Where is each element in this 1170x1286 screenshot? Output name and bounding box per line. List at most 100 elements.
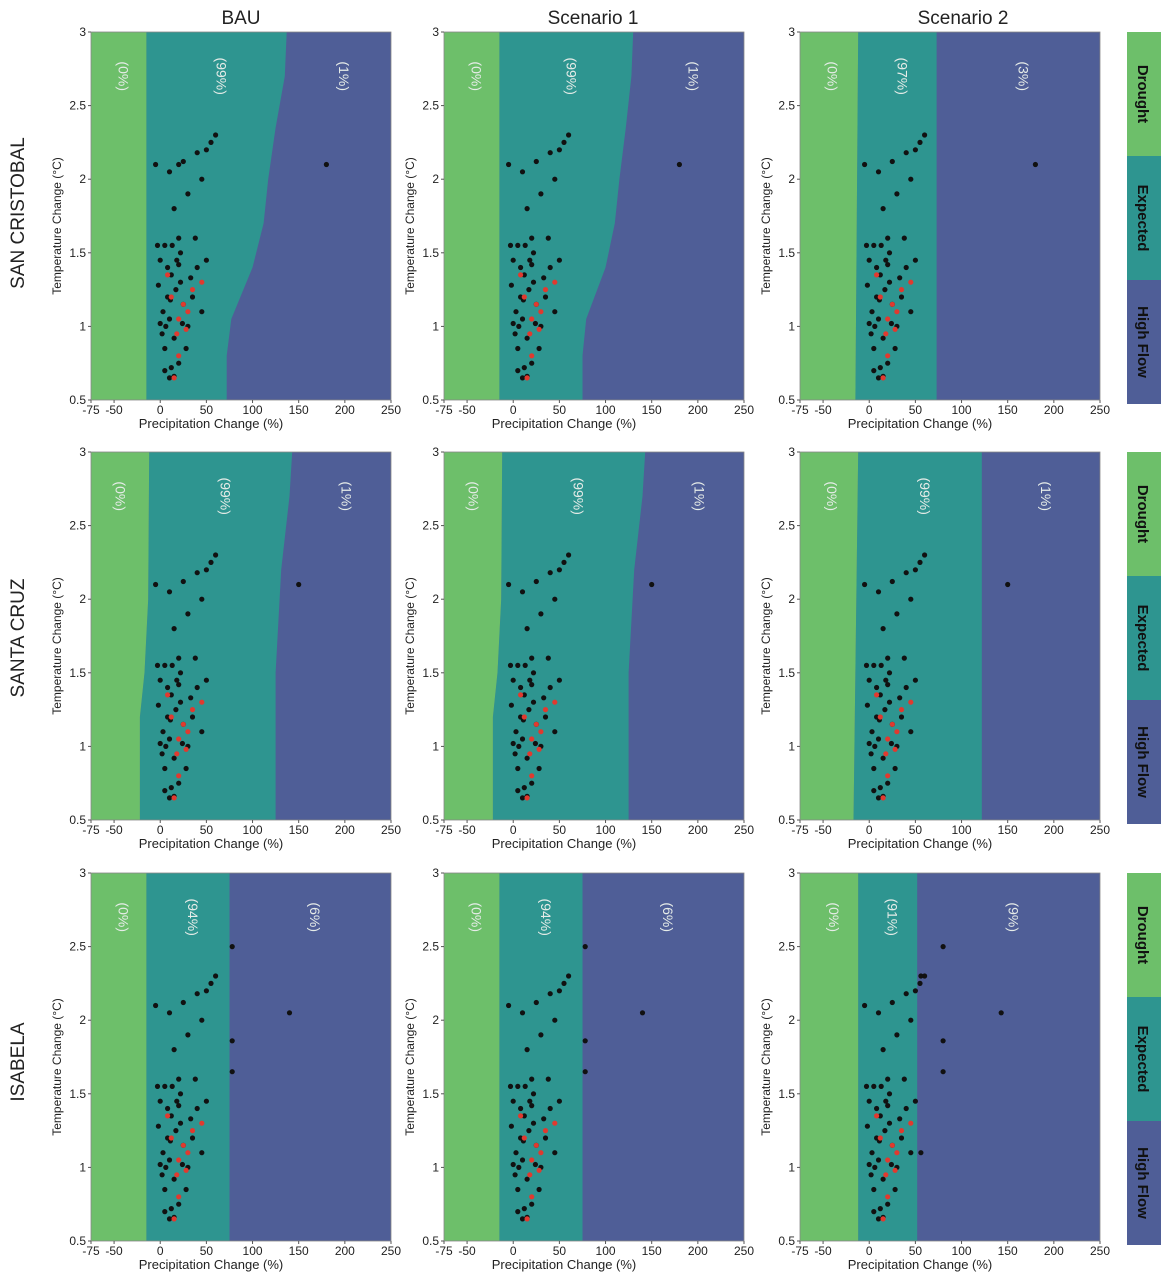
scenario-point bbox=[529, 1103, 535, 1109]
scenario-point bbox=[515, 242, 521, 248]
region-drought bbox=[91, 873, 147, 1241]
scenario-point bbox=[878, 1083, 884, 1089]
region-drought bbox=[444, 32, 500, 400]
scenario-point bbox=[166, 795, 173, 801]
scenario-point bbox=[177, 699, 184, 705]
scenario-point bbox=[903, 684, 909, 691]
scenario-point bbox=[515, 1209, 521, 1215]
y-tick-label: 2.5 bbox=[778, 519, 795, 533]
y-tick-label: 1.5 bbox=[422, 1087, 439, 1101]
y-tick-label: 0.5 bbox=[69, 1234, 86, 1248]
scenario-point bbox=[176, 1076, 182, 1082]
scenario-point bbox=[892, 765, 898, 772]
scenario-point bbox=[922, 552, 928, 558]
scenario-point-highlight bbox=[180, 1142, 186, 1148]
scenario-point bbox=[912, 988, 919, 994]
scenario-point bbox=[552, 729, 558, 735]
panel-frame bbox=[443, 31, 745, 401]
scenario-point-highlight bbox=[185, 729, 191, 735]
x-tick-label: 0 bbox=[510, 1244, 517, 1258]
scenario-point bbox=[901, 235, 907, 241]
y-tick-label: 1.5 bbox=[778, 246, 795, 260]
scenario-point bbox=[183, 765, 189, 772]
region-drought bbox=[800, 32, 859, 400]
scenario-point bbox=[521, 1113, 527, 1119]
column-header-scenario-1: Scenario 1 bbox=[548, 8, 639, 29]
scenario-point bbox=[194, 1105, 200, 1112]
scenario-point bbox=[547, 264, 553, 271]
scenario-point-highlight bbox=[524, 795, 530, 801]
scenario-point-highlight bbox=[527, 331, 533, 337]
scenario-point bbox=[888, 1161, 895, 1168]
x-tick-label: 200 bbox=[1044, 1244, 1064, 1258]
x-axis-label: Precipitation Change (%) bbox=[139, 1257, 284, 1272]
scenario-point bbox=[556, 257, 563, 263]
scenario-point bbox=[192, 235, 198, 241]
scenario-point bbox=[168, 692, 174, 698]
x-tick-label: 0 bbox=[866, 403, 873, 417]
scenario-point bbox=[194, 264, 200, 271]
scenario-point-highlight bbox=[529, 316, 535, 322]
scenario-point bbox=[871, 368, 877, 374]
scenario-point bbox=[515, 1083, 521, 1089]
scenario-point bbox=[229, 1038, 235, 1044]
scenario-point bbox=[159, 1172, 165, 1178]
scenario-point bbox=[188, 1116, 194, 1122]
scenario-point bbox=[165, 1105, 171, 1112]
scenario-point-highlight bbox=[874, 1113, 880, 1119]
scenario-point bbox=[903, 150, 909, 156]
scenario-point bbox=[171, 335, 177, 341]
scenario-point bbox=[157, 1098, 163, 1104]
scenario-point bbox=[866, 320, 872, 327]
panel-isabela-bau: (0%) (94%) (6%) -75 -50 0 50 100 150 200 250 0.5 1 1.… bbox=[50, 866, 401, 1272]
scenario-point bbox=[917, 980, 923, 987]
x-tick-label: 200 bbox=[688, 823, 708, 837]
scenario-point bbox=[515, 345, 521, 352]
scenario-point bbox=[864, 1123, 871, 1129]
scenario-point bbox=[510, 677, 516, 683]
scenario-point bbox=[561, 980, 567, 987]
x-tick-label: 150 bbox=[289, 403, 309, 417]
scenario-point-highlight bbox=[176, 1194, 182, 1200]
scenario-point bbox=[168, 272, 174, 278]
scenario-point-highlight bbox=[536, 326, 542, 332]
y-tick-label: 2.5 bbox=[778, 99, 795, 113]
y-tick-label: 3 bbox=[432, 866, 439, 880]
legend-swatch-high-flow bbox=[1127, 700, 1161, 824]
y-tick-label: 2.5 bbox=[69, 99, 86, 113]
scenario-point bbox=[177, 1120, 184, 1126]
y-tick-label: 2.5 bbox=[778, 940, 795, 954]
scenario-point-highlight bbox=[885, 736, 891, 742]
scenario-point-highlight bbox=[533, 301, 539, 307]
x-tick-label: 250 bbox=[381, 1244, 401, 1258]
scenario-point bbox=[556, 567, 563, 573]
y-tick-label: 2 bbox=[432, 172, 439, 186]
panel-frame bbox=[799, 451, 1101, 821]
legend-label-high-flow: High Flow bbox=[1134, 306, 1151, 378]
scenario-point bbox=[177, 1091, 184, 1097]
x-tick-label: 100 bbox=[952, 1244, 972, 1258]
scenario-point-highlight bbox=[877, 1135, 883, 1141]
scenario-point-highlight bbox=[533, 1142, 539, 1148]
scenario-point bbox=[526, 1128, 532, 1134]
scenario-point bbox=[159, 331, 165, 337]
scenario-point bbox=[508, 702, 514, 708]
legend-label-high-flow: High Flow bbox=[1134, 726, 1151, 798]
scenario-point-highlight bbox=[877, 714, 883, 720]
scenario-point bbox=[566, 552, 572, 558]
scenario-point bbox=[889, 999, 895, 1006]
scenario-point bbox=[157, 677, 163, 683]
scenario-point bbox=[530, 1120, 537, 1126]
scenario-point bbox=[552, 1017, 558, 1023]
scenario-point bbox=[875, 375, 882, 381]
scenario-point-highlight bbox=[880, 795, 886, 801]
y-tick-label: 2 bbox=[79, 592, 86, 606]
scenario-point bbox=[157, 740, 163, 747]
scenario-point-highlight bbox=[898, 287, 905, 293]
scenario-point bbox=[169, 662, 175, 669]
scenario-point-highlight bbox=[894, 1150, 900, 1156]
scenario-point bbox=[529, 655, 535, 661]
region-drought bbox=[444, 452, 503, 820]
scenario-point bbox=[901, 1076, 907, 1082]
region-percent-label: (0%) bbox=[466, 481, 482, 511]
